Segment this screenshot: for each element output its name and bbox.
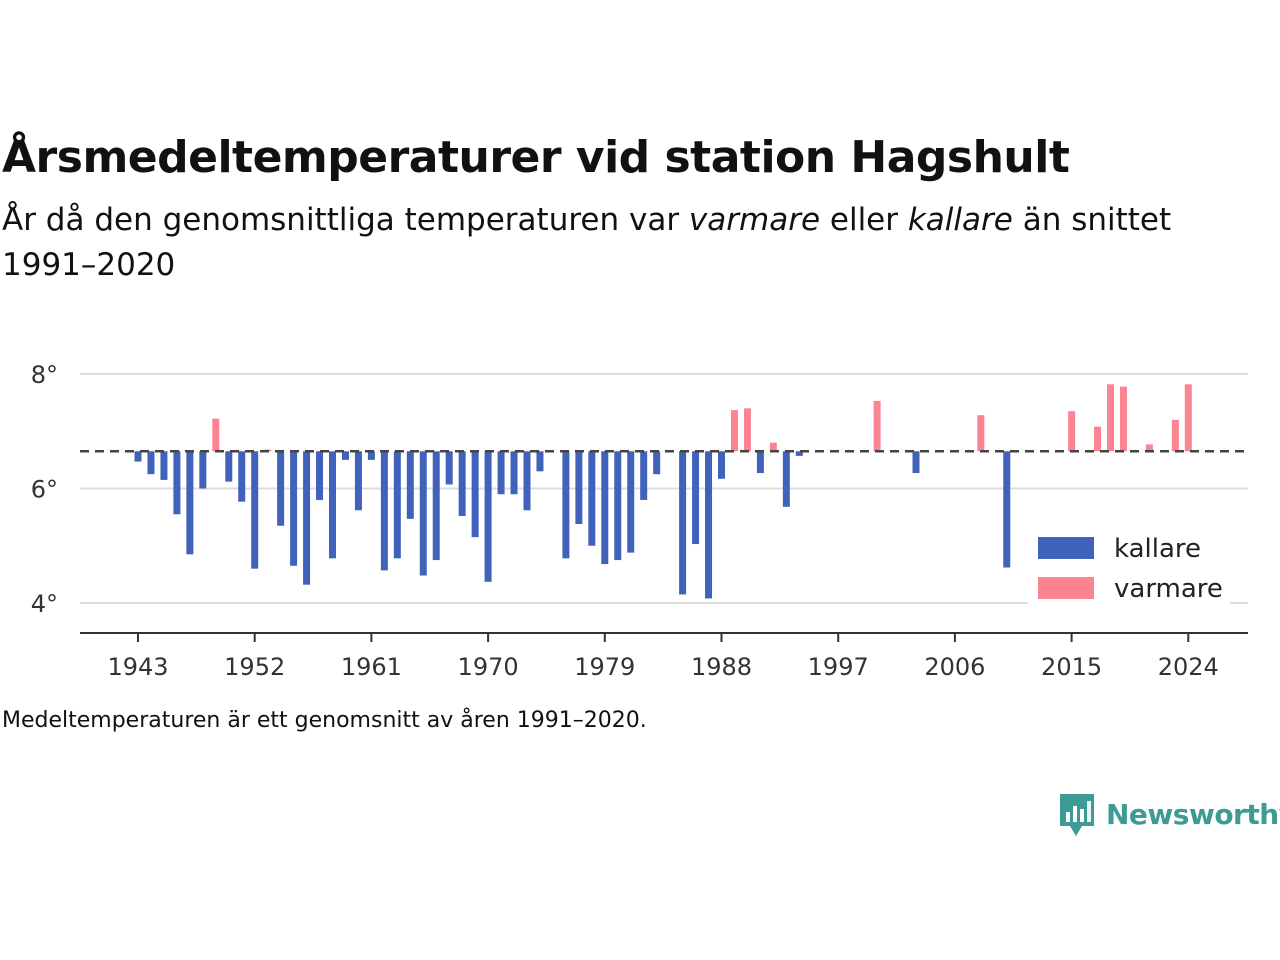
bar-kallare	[367, 451, 375, 460]
bar-varmare	[1094, 426, 1102, 452]
bar-kallare	[782, 451, 790, 507]
bar-kallare	[614, 451, 622, 561]
bar-kallare	[251, 451, 259, 569]
bar-varmare	[873, 400, 881, 452]
subtitle-cold: kallare	[907, 202, 1013, 238]
bar-kallare	[536, 451, 544, 472]
x-tick-label: 1943	[107, 653, 168, 681]
subtitle-prefix: År då den genomsnittliga temperaturen va…	[2, 202, 689, 238]
chart-subtitle: År då den genomsnittliga temperaturen va…	[2, 198, 1232, 288]
bar-kallare	[692, 451, 700, 545]
bar-varmare	[977, 415, 985, 452]
y-tick-label: 8°	[31, 361, 58, 389]
bar-kallare	[380, 451, 388, 571]
y-tick-label: 4°	[31, 590, 58, 618]
bar-kallare	[354, 451, 362, 511]
bar-kallare	[406, 451, 414, 519]
bar-kallare	[458, 451, 466, 516]
brand-name: Newsworthy	[1106, 797, 1280, 831]
bar-kallare	[160, 451, 168, 480]
bar-kallare	[445, 451, 453, 485]
bar-kallare	[497, 451, 505, 495]
bar-kallare	[341, 451, 349, 460]
chart-footnote: Medeltemperaturen är ett genomsnitt av å…	[2, 708, 647, 733]
legend-swatch-varmare	[1038, 577, 1094, 599]
bar-kallare	[199, 451, 207, 489]
bar-varmare	[1107, 384, 1114, 452]
bar-kallare	[588, 451, 596, 546]
legend-label-varmare: varmare	[1114, 574, 1223, 604]
brand-logo[interactable]: Newsworthy	[1058, 790, 1280, 838]
subtitle-warm: varmare	[688, 202, 821, 238]
bar-kallare	[432, 451, 440, 561]
newsworthy-logo-icon	[1060, 794, 1094, 836]
bar-kallare	[523, 451, 531, 511]
subtitle-mid: eller	[820, 202, 908, 238]
bar-kallare	[173, 451, 181, 515]
bar-kallare	[510, 451, 518, 495]
x-tick-label: 1952	[224, 653, 285, 681]
x-tick-label: 2006	[924, 653, 985, 681]
bar-varmare	[1068, 411, 1076, 452]
bar-varmare	[1171, 419, 1179, 452]
bar-kallare	[471, 451, 479, 538]
bar-varmare	[769, 442, 777, 452]
bar-kallare	[1003, 451, 1011, 568]
x-tick-label: 1961	[341, 653, 402, 681]
bar-varmare	[1184, 384, 1192, 452]
bar-kallare	[562, 451, 570, 559]
bar-chart: 4° 6° 8° 1943 1952 1961 1970 1979 1988 1997 2006 20…	[31, 361, 1248, 681]
x-tick-label: 1979	[574, 653, 635, 681]
bar-kallare	[705, 451, 713, 599]
bar-kallare	[225, 451, 233, 482]
bar-varmare	[1145, 444, 1153, 452]
bar-kallare	[601, 451, 609, 565]
bar-varmare	[730, 410, 738, 452]
bar-kallare	[419, 451, 427, 576]
bar-kallare	[627, 451, 635, 553]
bar-kallare	[575, 451, 583, 524]
bar-varmare	[743, 408, 751, 452]
bar-kallare	[653, 451, 661, 475]
bar-kallare	[290, 451, 298, 566]
bar-kallare	[316, 451, 324, 500]
subtitle-suffix: än snittet 1991–2020	[2, 202, 1172, 283]
y-tick-label: 6°	[31, 476, 58, 504]
x-tick-label: 2024	[1158, 653, 1219, 681]
bar-kallare	[718, 451, 725, 479]
bar-kallare	[484, 451, 492, 582]
bar-varmare	[1119, 386, 1127, 452]
chart-title: Årsmedeltemperaturer vid station Hagshul…	[2, 132, 1070, 183]
bar-kallare	[238, 451, 246, 502]
x-tick-label: 1997	[808, 653, 869, 681]
x-tick-label: 2015	[1041, 653, 1102, 681]
bar-kallare	[147, 451, 155, 475]
bar-kallare	[393, 451, 401, 559]
bar-kallare	[795, 451, 803, 456]
bar-kallare	[186, 451, 194, 555]
bar-varmare	[212, 418, 220, 452]
legend-label-kallare: kallare	[1114, 534, 1201, 564]
bar-kallare	[912, 451, 920, 474]
bar-kallare	[134, 451, 142, 462]
bar-kallare	[329, 451, 336, 559]
bar-kallare	[303, 451, 311, 585]
bar-kallare	[640, 451, 648, 500]
bar-kallare	[756, 451, 764, 474]
x-tick-label: 1988	[691, 653, 752, 681]
bar-kallare	[679, 451, 687, 595]
x-tick-label: 1970	[458, 653, 519, 681]
legend-swatch-kallare	[1038, 537, 1094, 559]
bar-kallare	[277, 451, 285, 526]
